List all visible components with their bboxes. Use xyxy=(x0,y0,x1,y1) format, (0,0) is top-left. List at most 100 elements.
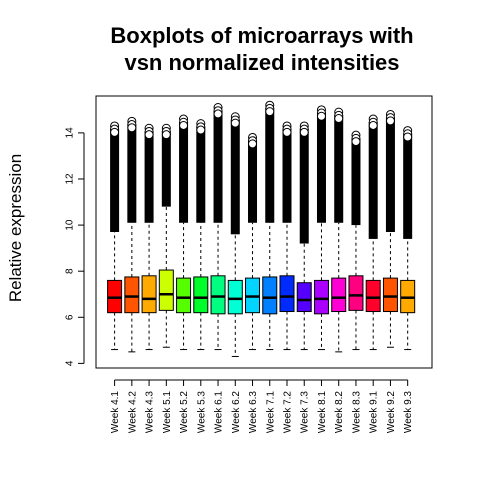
outlier-point xyxy=(316,111,326,121)
box-15 xyxy=(348,130,364,351)
y-tick-label: 10 xyxy=(65,219,76,231)
box-4 xyxy=(158,123,174,348)
box-body xyxy=(193,276,209,314)
box-5 xyxy=(176,114,192,351)
y-tick-label: 6 xyxy=(65,314,76,320)
outlier-point xyxy=(230,118,240,128)
box-body xyxy=(313,279,329,315)
outlier-point xyxy=(144,130,154,140)
x-tick-label: Week 7.2 xyxy=(283,391,294,433)
outlier-band xyxy=(299,128,309,244)
outlier-band xyxy=(385,117,395,232)
box-6 xyxy=(193,119,209,351)
outlier-point xyxy=(265,107,275,117)
outlier-band xyxy=(127,124,137,223)
outlier-band xyxy=(230,119,240,235)
outlier-band xyxy=(144,131,154,223)
outlier-point xyxy=(161,130,171,140)
box-body xyxy=(262,276,278,315)
outlier-band xyxy=(403,133,413,239)
outlier-point xyxy=(334,114,344,124)
outlier-point xyxy=(196,125,206,135)
y-tick-label: 8 xyxy=(65,268,76,274)
box-body xyxy=(158,269,174,311)
outlier-band xyxy=(265,108,275,223)
outlier-point xyxy=(110,127,120,137)
outlier-point xyxy=(213,109,223,119)
outlier-point xyxy=(351,137,361,147)
box-16 xyxy=(365,114,381,351)
x-tick-label: Week 8.1 xyxy=(317,391,328,433)
box-1 xyxy=(107,121,123,351)
box-body xyxy=(365,279,381,313)
x-tick-label: Week 6.1 xyxy=(214,391,225,433)
x-tick-label: Week 7.1 xyxy=(265,391,276,433)
box-body xyxy=(382,277,398,313)
outlier-band xyxy=(316,112,326,223)
boxes-group xyxy=(107,100,416,357)
outlier-band xyxy=(213,110,223,223)
outlier-band xyxy=(334,115,344,223)
box-body xyxy=(141,275,157,314)
box-3 xyxy=(141,123,157,351)
box-13 xyxy=(313,105,329,351)
x-tick-label: Week 4.2 xyxy=(127,391,138,433)
x-tick-label: Week 6.2 xyxy=(231,391,242,433)
box-body xyxy=(331,277,347,313)
x-tick-label: Week 9.1 xyxy=(369,391,380,433)
box-body xyxy=(279,275,295,313)
box-body xyxy=(227,279,243,315)
y-tick-label: 14 xyxy=(65,127,76,139)
x-tick-label: Week 9.3 xyxy=(403,391,414,433)
outlier-band xyxy=(282,128,292,223)
outlier-point xyxy=(179,120,189,130)
y-tick-label: 12 xyxy=(65,173,76,185)
chart-title-line2: vsn normalized intensities xyxy=(124,50,399,75)
box-body xyxy=(176,277,192,314)
box-14 xyxy=(331,107,347,353)
box-9 xyxy=(245,132,261,351)
x-tick-label: Week 9.2 xyxy=(386,391,397,433)
outlier-point xyxy=(127,123,137,133)
box-body xyxy=(296,282,312,313)
x-tick-label: Week 5.3 xyxy=(196,391,207,433)
x-tick-label: Week 6.3 xyxy=(248,391,259,433)
box-18 xyxy=(400,126,416,351)
outlier-band xyxy=(179,122,189,223)
outlier-point xyxy=(299,127,309,137)
outlier-band xyxy=(161,131,171,207)
x-tick-label: Week 4.1 xyxy=(110,391,121,433)
x-tick-label: Week 4.3 xyxy=(145,391,156,433)
y-axis: 4 6 8 10 12 14 xyxy=(65,127,85,366)
x-tick-label: Week 5.2 xyxy=(179,391,190,433)
outlier-point xyxy=(385,116,395,126)
box-8 xyxy=(227,112,243,357)
outlier-band xyxy=(368,122,378,239)
box-2 xyxy=(124,116,140,353)
outlier-point xyxy=(248,139,258,149)
chart-title-line1: Boxplots of microarrays with xyxy=(110,23,413,48)
x-tick-label: Week 8.3 xyxy=(351,391,362,433)
x-tick-label: Week 5.1 xyxy=(162,391,173,433)
box-body xyxy=(348,275,364,311)
outlier-band xyxy=(196,126,206,223)
outlier-band xyxy=(248,140,258,223)
x-axis: Week 4.1 Week 4.2 Week 4.3 Week 5.1 Week 5.2… xyxy=(110,379,414,433)
box-body xyxy=(210,275,226,315)
box-body xyxy=(124,276,140,314)
outlier-band xyxy=(110,128,120,232)
box-10 xyxy=(262,100,278,351)
y-axis-label: Relative expression xyxy=(6,154,25,302)
box-7 xyxy=(210,103,226,351)
outlier-band xyxy=(351,138,361,226)
x-tick-label: Week 8.2 xyxy=(334,391,345,433)
box-17 xyxy=(382,109,398,348)
box-12 xyxy=(296,121,312,351)
outlier-point xyxy=(403,132,413,142)
plot-frame xyxy=(95,95,433,369)
outlier-point xyxy=(368,120,378,130)
y-tick-label: 4 xyxy=(65,360,76,366)
outlier-point xyxy=(282,127,292,137)
box-11 xyxy=(279,121,295,351)
